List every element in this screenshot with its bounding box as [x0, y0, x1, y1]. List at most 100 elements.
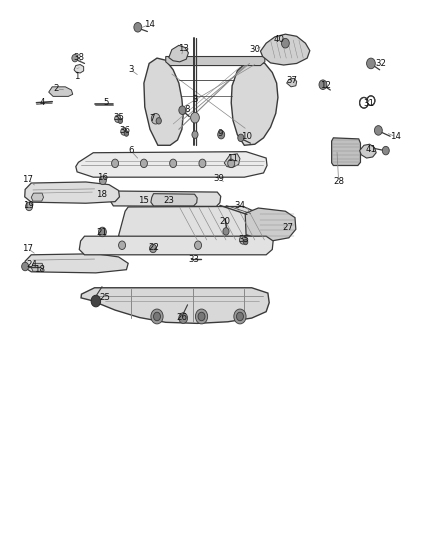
Circle shape: [234, 309, 246, 324]
Text: 14: 14: [390, 132, 401, 141]
Polygon shape: [81, 288, 269, 324]
Text: 14: 14: [144, 20, 155, 29]
Text: 23: 23: [164, 196, 175, 205]
Circle shape: [228, 159, 235, 167]
Circle shape: [194, 241, 201, 249]
Polygon shape: [31, 193, 43, 201]
Polygon shape: [31, 263, 43, 271]
Text: 24: 24: [27, 260, 38, 269]
Circle shape: [237, 312, 244, 321]
Text: 41: 41: [365, 145, 376, 154]
Circle shape: [179, 313, 187, 324]
Circle shape: [282, 38, 289, 48]
Circle shape: [153, 312, 160, 321]
Text: 25: 25: [99, 293, 110, 302]
Polygon shape: [25, 182, 120, 203]
Text: 12: 12: [321, 81, 332, 90]
Circle shape: [141, 159, 148, 167]
Circle shape: [115, 115, 121, 123]
Text: 13: 13: [178, 44, 189, 53]
Text: 8: 8: [185, 105, 191, 114]
Circle shape: [99, 176, 106, 184]
Text: 22: 22: [148, 244, 159, 253]
Circle shape: [191, 112, 199, 123]
Text: 39: 39: [214, 174, 224, 183]
Circle shape: [150, 244, 156, 253]
Circle shape: [195, 309, 208, 324]
Circle shape: [367, 96, 375, 106]
Text: 20: 20: [219, 217, 231, 227]
Text: 9: 9: [217, 129, 223, 138]
Polygon shape: [111, 191, 221, 206]
Circle shape: [218, 131, 225, 139]
Text: 35: 35: [239, 236, 250, 245]
Circle shape: [240, 236, 247, 244]
Polygon shape: [287, 78, 297, 87]
Circle shape: [151, 309, 163, 324]
Polygon shape: [151, 193, 197, 206]
Circle shape: [91, 295, 101, 307]
Text: 19: 19: [23, 201, 34, 211]
Circle shape: [223, 228, 229, 235]
Circle shape: [112, 159, 119, 167]
Polygon shape: [166, 56, 265, 66]
Circle shape: [118, 118, 123, 124]
Circle shape: [319, 80, 327, 90]
Polygon shape: [261, 34, 310, 65]
Circle shape: [21, 262, 28, 271]
Text: 4: 4: [40, 98, 46, 107]
Circle shape: [134, 22, 142, 32]
Circle shape: [124, 131, 129, 136]
Text: 3: 3: [128, 66, 134, 74]
Text: 18: 18: [34, 265, 45, 274]
Circle shape: [374, 126, 382, 135]
Text: 11: 11: [227, 154, 238, 163]
Text: 34: 34: [234, 201, 245, 211]
Circle shape: [198, 312, 205, 321]
Text: 28: 28: [333, 177, 344, 186]
Polygon shape: [224, 154, 240, 167]
Polygon shape: [119, 206, 258, 241]
Circle shape: [151, 114, 160, 124]
Text: 17: 17: [22, 244, 33, 253]
Circle shape: [72, 54, 78, 62]
Text: 3: 3: [192, 94, 198, 103]
Polygon shape: [245, 208, 296, 241]
Text: 18: 18: [96, 190, 107, 199]
Circle shape: [119, 241, 126, 249]
Circle shape: [192, 131, 198, 139]
Text: 21: 21: [96, 228, 107, 237]
Polygon shape: [169, 45, 188, 62]
Text: 6: 6: [128, 146, 134, 155]
Circle shape: [121, 128, 127, 135]
Circle shape: [99, 227, 106, 237]
Circle shape: [25, 202, 32, 211]
Text: 7: 7: [149, 114, 155, 123]
Circle shape: [244, 239, 248, 245]
Circle shape: [179, 106, 186, 115]
Text: 1: 1: [74, 71, 79, 80]
Polygon shape: [76, 152, 267, 177]
Polygon shape: [231, 60, 278, 146]
Polygon shape: [49, 87, 73, 96]
Text: 31: 31: [363, 99, 374, 108]
Text: 40: 40: [274, 35, 285, 44]
Circle shape: [382, 147, 389, 155]
Text: 16: 16: [97, 173, 108, 182]
Text: 33: 33: [188, 255, 199, 263]
Polygon shape: [332, 138, 360, 165]
Circle shape: [367, 58, 375, 69]
Text: 2: 2: [54, 84, 59, 93]
Text: 15: 15: [138, 196, 148, 205]
Circle shape: [238, 134, 244, 142]
Text: 17: 17: [22, 175, 33, 184]
Text: 35: 35: [113, 113, 124, 122]
Polygon shape: [144, 58, 183, 146]
Text: 36: 36: [119, 126, 130, 135]
Text: 38: 38: [73, 53, 84, 62]
Text: 30: 30: [249, 45, 260, 54]
Text: 26: 26: [177, 313, 188, 322]
Circle shape: [360, 98, 368, 108]
Circle shape: [156, 118, 161, 124]
Polygon shape: [360, 144, 376, 158]
